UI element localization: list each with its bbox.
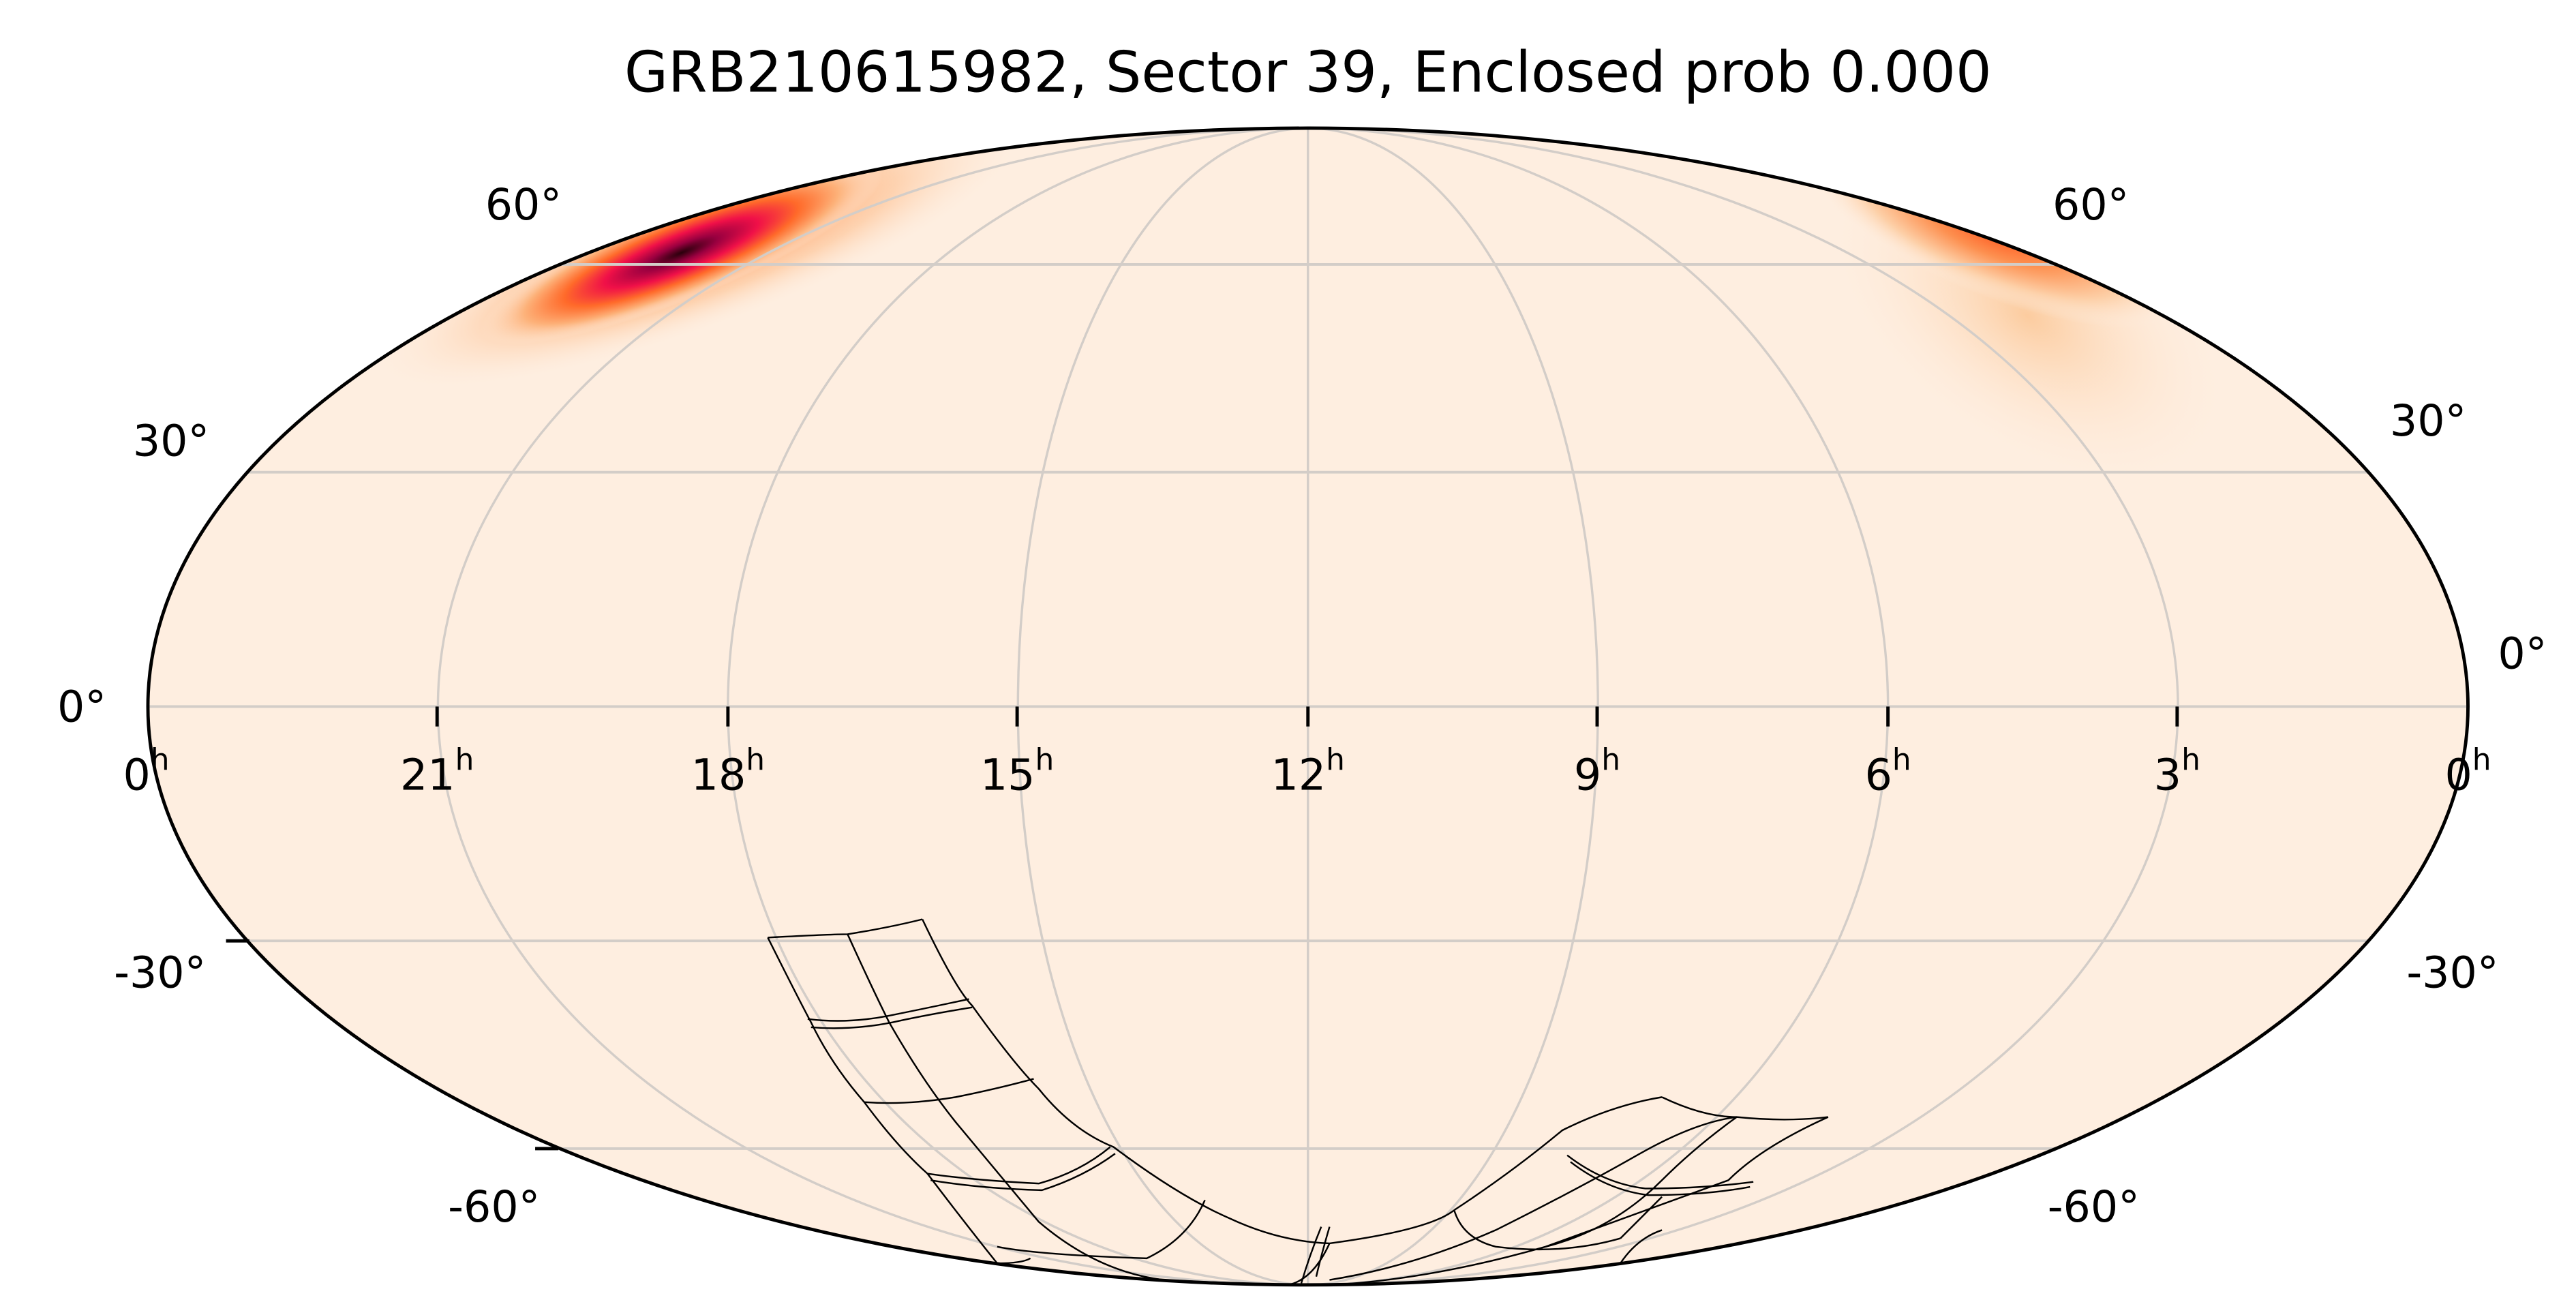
sky-map — [147, 127, 2468, 1285]
ra-labels: 0h 21h 18h 15h 12h 9h 6h 3h 0h — [123, 742, 2491, 800]
svg-text:-30°: -30° — [114, 947, 206, 997]
meridian-grid — [436, 127, 2179, 1285]
dec-labels-right: 60° 30° 0° -30° -60° — [2048, 179, 2547, 1232]
svg-text:18h: 18h — [691, 742, 765, 800]
map-border — [146, 126, 2470, 1287]
dec-labels-left: 60° 30° 0° -30° -60° — [57, 179, 562, 1232]
svg-text:0h: 0h — [123, 742, 169, 800]
svg-text:30°: 30° — [133, 415, 209, 466]
svg-text:0h: 0h — [2444, 742, 2491, 800]
chart-title: GRB210615982, Sector 39, Enclosed prob 0… — [624, 39, 1992, 105]
svg-text:-60°: -60° — [2048, 1181, 2140, 1232]
svg-text:21h: 21h — [400, 742, 474, 800]
axis-ticks — [226, 706, 2179, 1151]
hotspot-primary — [480, 161, 883, 345]
svg-text:0°: 0° — [2498, 628, 2547, 678]
svg-text:6h: 6h — [1865, 742, 1911, 800]
svg-text:-30°: -30° — [2406, 947, 2498, 997]
svg-text:60°: 60° — [2052, 179, 2129, 230]
svg-text:15h: 15h — [980, 742, 1054, 800]
svg-text:12h: 12h — [1271, 742, 1345, 800]
sector-footprint — [767, 918, 1829, 1285]
svg-text:0°: 0° — [57, 681, 106, 731]
svg-text:9h: 9h — [1574, 742, 1620, 800]
svg-text:60°: 60° — [485, 179, 562, 230]
svg-text:30°: 30° — [2390, 395, 2466, 446]
svg-text:3h: 3h — [2154, 742, 2200, 800]
svg-text:-60°: -60° — [448, 1181, 540, 1232]
